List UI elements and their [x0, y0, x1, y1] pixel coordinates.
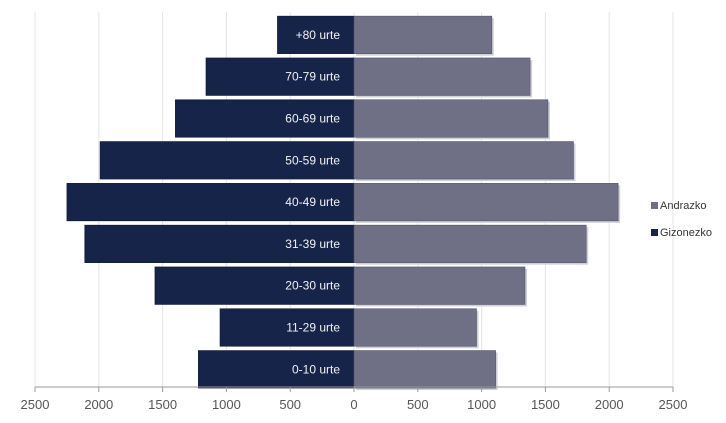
x-tick-label: 500	[407, 397, 429, 412]
category-label: +80 urte	[296, 28, 341, 42]
category-label: 60-69 urte	[285, 112, 340, 126]
x-tick-label: 1000	[212, 397, 241, 412]
x-tick-label: 2500	[21, 397, 50, 412]
bar-gizonezko	[66, 183, 355, 222]
legend-swatch	[651, 202, 658, 209]
bar-gizonezko	[277, 15, 355, 54]
legend-label: Andrazko	[660, 200, 706, 212]
bar-andrazko	[353, 141, 574, 180]
bar-gizonezko	[154, 266, 355, 305]
bar-gizonezko	[219, 308, 355, 347]
x-tick-label: 1500	[148, 397, 177, 412]
x-tick-label: 500	[279, 397, 301, 412]
bar-gizonezko	[175, 99, 355, 138]
x-tick-label: 2000	[595, 397, 624, 412]
x-tick-label: 2500	[659, 397, 688, 412]
category-label: 31-39 urte	[285, 237, 340, 251]
category-labels: +80 urte 70-79 urte 60-69 urte 50-59 urte 40…	[285, 28, 340, 376]
bar-andrazko	[353, 266, 526, 305]
bar-gizonezko	[84, 224, 355, 263]
category-label: 11-29 urte	[286, 321, 340, 335]
bar-andrazko	[353, 224, 587, 263]
bar-andrazko	[353, 99, 549, 138]
bar-gizonezko	[198, 350, 355, 389]
x-tick-label: 1500	[531, 397, 560, 412]
x-tick-label: 1000	[467, 397, 496, 412]
bar-andrazko	[353, 183, 619, 222]
bars	[66, 15, 621, 391]
category-label: 40-49 urte	[285, 195, 340, 209]
category-label: 50-59 urte	[285, 153, 340, 167]
category-label: 0-10 urte	[292, 362, 340, 376]
bar-andrazko	[353, 350, 496, 389]
bar-andrazko	[353, 308, 477, 347]
x-tick-label: 0	[350, 397, 357, 412]
legend-label: Gizonezko	[660, 227, 712, 239]
bar-andrazko	[353, 57, 531, 96]
category-label: 20-30 urte	[285, 279, 340, 293]
x-axis: 2500 2000 1500 1000 500 0 500 1000 1500 2000 2500	[21, 386, 688, 412]
legend-swatch	[651, 229, 658, 236]
bar-andrazko	[353, 15, 493, 54]
legend: Andrazko Gizonezko	[651, 200, 712, 239]
category-label: 70-79 urte	[285, 70, 340, 84]
x-tick-label: 2000	[84, 397, 113, 412]
